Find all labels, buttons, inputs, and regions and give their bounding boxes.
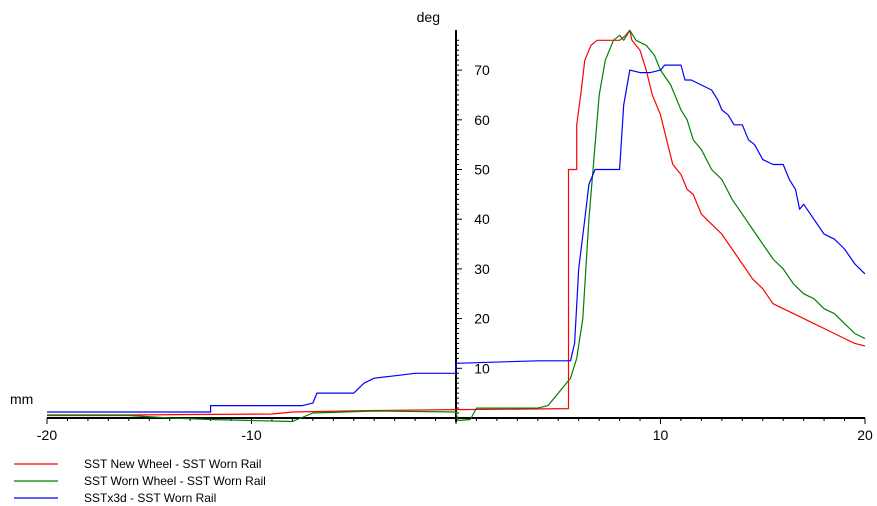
y-tick-label: 20 — [474, 311, 490, 327]
legend: SST New Wheel - SST Worn Rail SST Worn Wh… — [14, 457, 266, 505]
legend-label-2: SST Worn Wheel - SST Worn Rail — [84, 474, 266, 488]
legend-label-1: SST New Wheel - SST Worn Rail — [84, 457, 261, 471]
y-tick-label: 70 — [474, 62, 490, 78]
y-tick-label: 30 — [474, 261, 490, 277]
legend-label-3: SSTx3d - SST Worn Rail — [84, 491, 216, 505]
series-line-1 — [47, 29, 866, 416]
axes: -20 -10 10 20 10 20 30 40 50 60 70 — [37, 30, 873, 443]
y-tick-label: 40 — [474, 211, 490, 227]
x-tick-label: -10 — [241, 427, 261, 443]
y-axis-label: deg — [417, 9, 440, 25]
series-layer — [47, 29, 866, 423]
x-axis-label: mm — [10, 391, 33, 407]
y-tick-label: 50 — [474, 162, 490, 178]
axis-labels: deg mm — [10, 9, 440, 407]
x-tick-label: 20 — [857, 427, 873, 443]
x-tick-label: 10 — [653, 427, 669, 443]
x-tick-label: -20 — [37, 427, 57, 443]
y-tick-label: 10 — [474, 360, 490, 376]
series-line-3 — [47, 64, 866, 413]
y-tick-label: 60 — [474, 112, 490, 128]
series-line-2 — [47, 29, 866, 423]
